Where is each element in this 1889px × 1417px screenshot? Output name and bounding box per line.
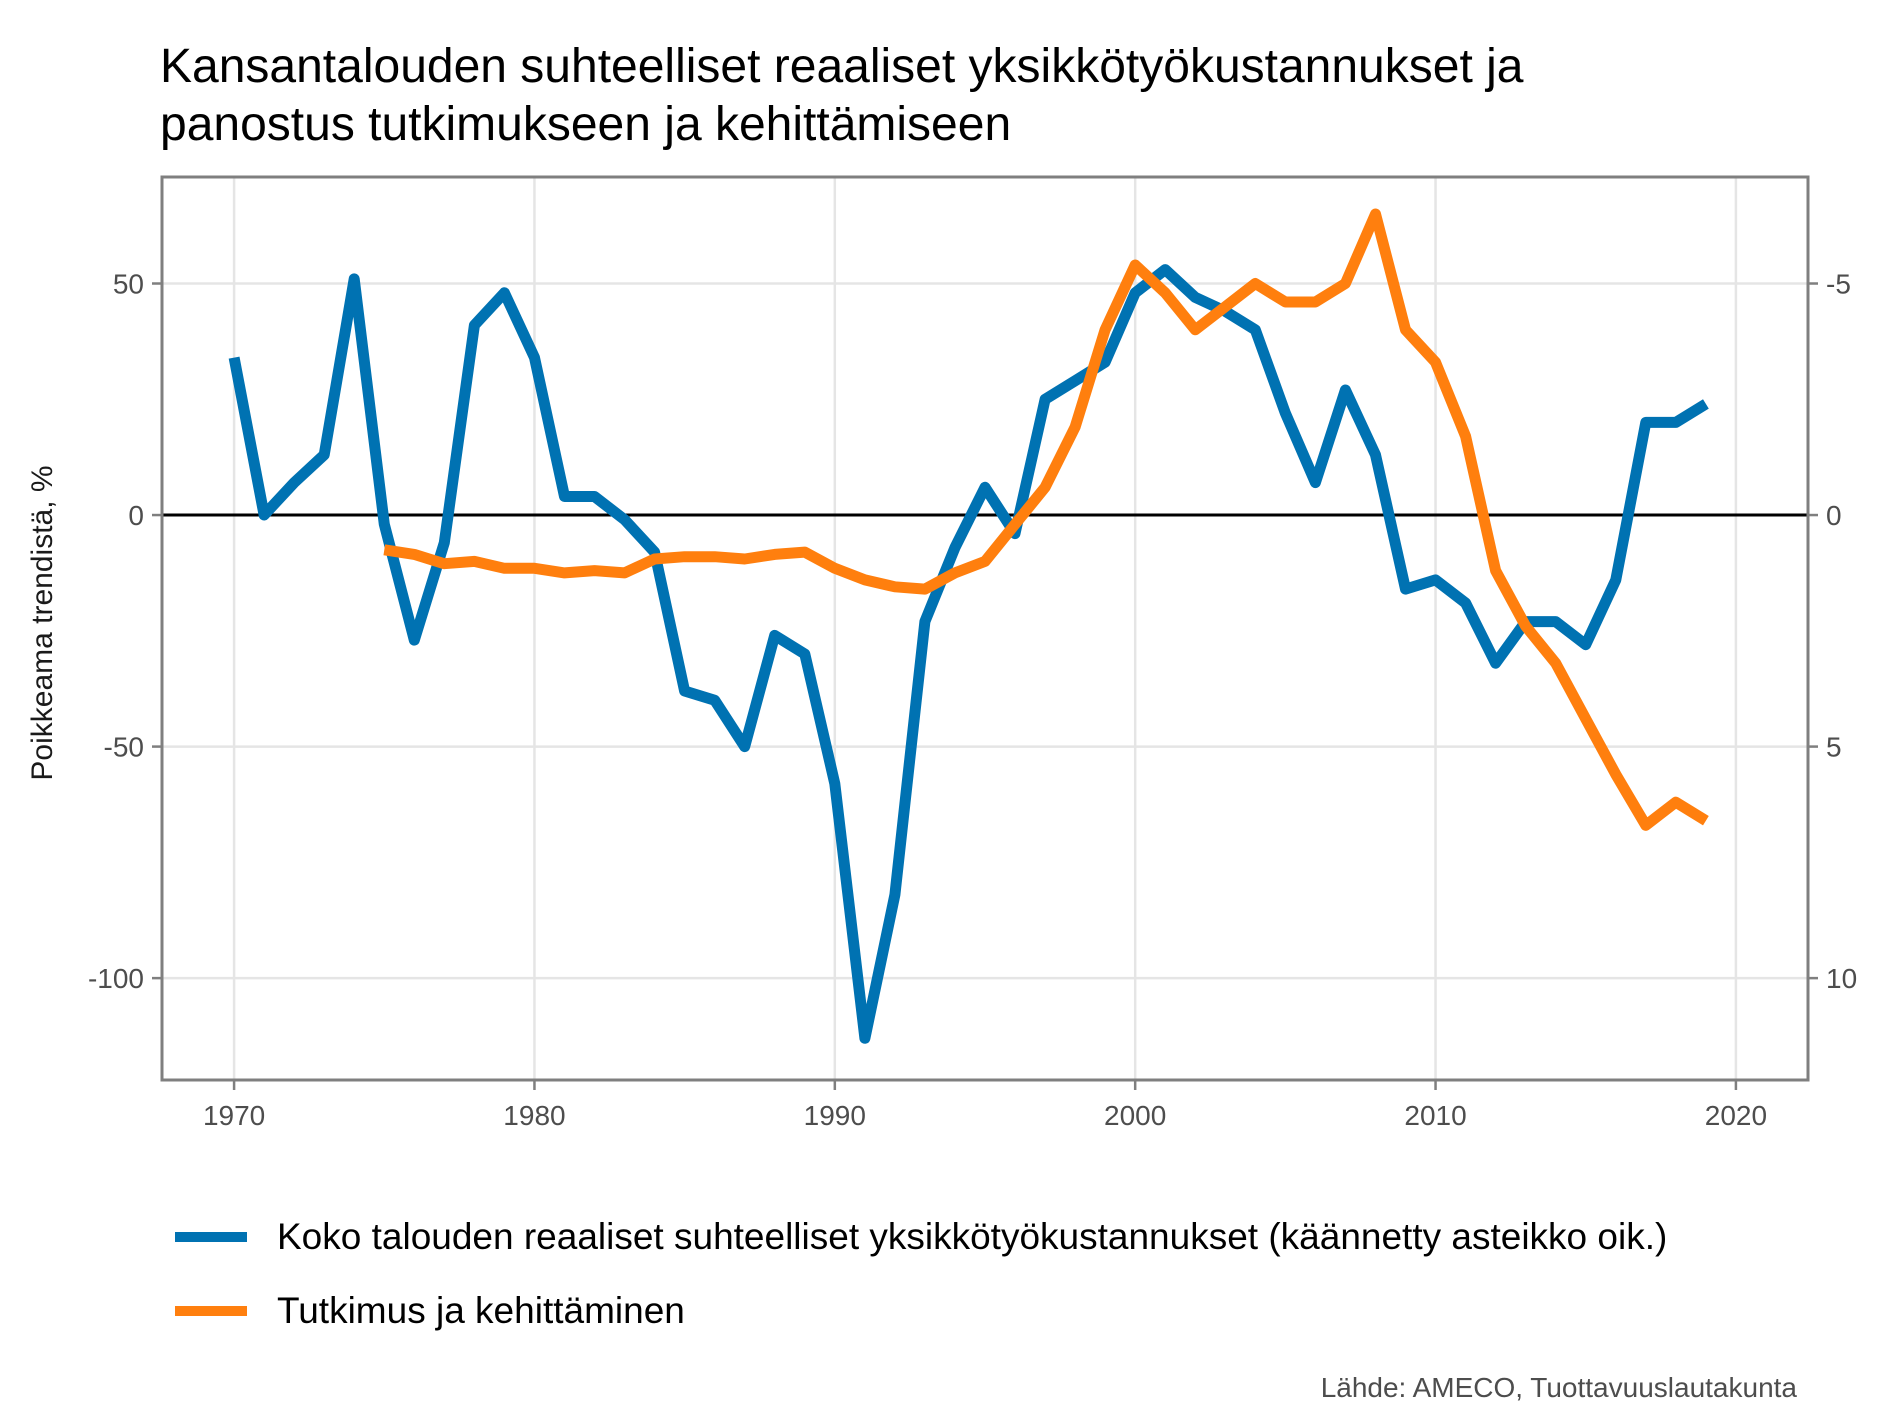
x-tick-label: 2010 [1404, 1100, 1466, 1131]
y-tick-label: 0 [128, 500, 144, 531]
legend-key-rd [175, 1306, 247, 1316]
legend-key-labour-costs [175, 1232, 247, 1242]
legend-item-rd: Tutkimus ja kehittäminen [175, 1274, 1667, 1348]
x-tick-label: 1970 [203, 1100, 265, 1131]
legend-label-rd: Tutkimus ja kehittäminen [277, 1290, 685, 1331]
y-tick-label: -50 [104, 732, 144, 763]
legend-item-labour-costs: Koko talouden reaaliset suhteelliset yks… [175, 1200, 1667, 1274]
series-line-1 [383, 208, 1709, 831]
y-axis-label: Poikkeama trendistä, % [26, 465, 59, 780]
y2-tick-label: -5 [1826, 269, 1851, 300]
panel-border [160, 175, 1810, 1082]
y-tick-label: 50 [113, 269, 144, 300]
y2-tick-label: 0 [1826, 500, 1842, 531]
chart-title-line-1: Kansantalouden suhteelliset reaaliset yk… [160, 40, 1524, 93]
series-layer [228, 208, 1709, 1044]
source-note: Lähde: AMECO, Tuottavuuslautakunta [1320, 1372, 1797, 1403]
series-line-0 [228, 264, 1709, 1044]
y2-tick-label: 10 [1826, 963, 1857, 994]
chart-title-line-2: panostus tutkimukseen ja kehittämiseen [160, 98, 1012, 151]
x-tick-label: 1990 [804, 1100, 866, 1131]
legend: Koko talouden reaaliset suhteelliset yks… [175, 1200, 1667, 1348]
x-tick-label: 2000 [1104, 1100, 1166, 1131]
y2-tick-label: 5 [1826, 732, 1842, 763]
y-tick-label: -100 [88, 963, 144, 994]
chart-title: Kansantalouden suhteelliset reaaliset yk… [160, 38, 1860, 154]
x-tick-label: 2020 [1705, 1100, 1767, 1131]
x-tick-label: 1980 [503, 1100, 565, 1131]
legend-label-labour-costs: Koko talouden reaaliset suhteelliset yks… [277, 1216, 1668, 1257]
